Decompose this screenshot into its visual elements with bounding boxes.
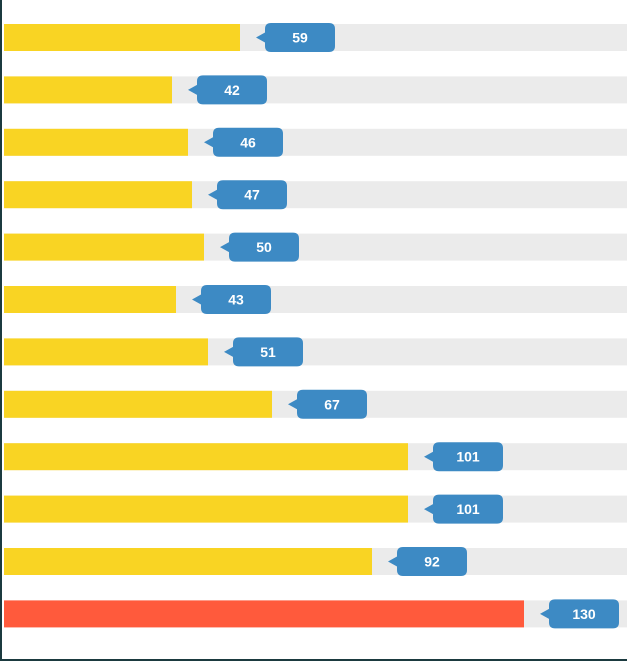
bar xyxy=(4,443,408,471)
data-label: 43 xyxy=(228,292,244,308)
bar-row: 43 xyxy=(4,285,627,314)
bar xyxy=(4,181,192,209)
data-label: 42 xyxy=(224,82,240,98)
data-label: 47 xyxy=(244,187,260,203)
bar xyxy=(4,390,272,418)
data-label: 59 xyxy=(292,30,308,46)
data-label: 51 xyxy=(260,344,276,360)
value-callout xyxy=(424,494,503,524)
bar xyxy=(4,495,408,523)
value-callout xyxy=(256,23,335,52)
bar xyxy=(4,338,208,366)
data-label: 92 xyxy=(424,554,440,570)
bar xyxy=(4,233,204,261)
bar xyxy=(4,76,172,104)
value-callout xyxy=(288,389,367,419)
bar xyxy=(4,128,188,156)
bar-row: 51 xyxy=(4,337,627,367)
bar xyxy=(4,24,240,51)
bar-row: 50 xyxy=(4,232,627,262)
value-callout xyxy=(204,127,283,157)
data-label: 101 xyxy=(456,449,480,465)
bar-row: 130 xyxy=(4,599,627,629)
value-callout xyxy=(188,75,267,105)
value-callout xyxy=(424,442,503,472)
data-label: 101 xyxy=(456,501,480,517)
value-callout xyxy=(388,547,467,576)
value-callout xyxy=(540,599,619,629)
bar-row: 92 xyxy=(4,547,627,576)
data-label: 67 xyxy=(324,396,340,412)
value-callout xyxy=(208,180,287,210)
bar xyxy=(4,286,176,313)
bar-row: 46 xyxy=(4,127,627,157)
bar-row: 42 xyxy=(4,75,627,105)
bar-row: 59 xyxy=(4,23,627,52)
data-label: 130 xyxy=(572,606,596,622)
data-label: 50 xyxy=(256,239,272,255)
bar xyxy=(4,548,372,575)
highlighted-bar xyxy=(4,600,524,628)
value-callout xyxy=(220,232,299,262)
bar-row: 47 xyxy=(4,180,627,210)
value-callout xyxy=(224,337,303,367)
bar-row: 101 xyxy=(4,442,627,472)
bar-row: 101 xyxy=(4,494,627,524)
value-callout xyxy=(192,285,271,314)
bar-row: 67 xyxy=(4,389,627,419)
data-label: 46 xyxy=(240,134,256,150)
